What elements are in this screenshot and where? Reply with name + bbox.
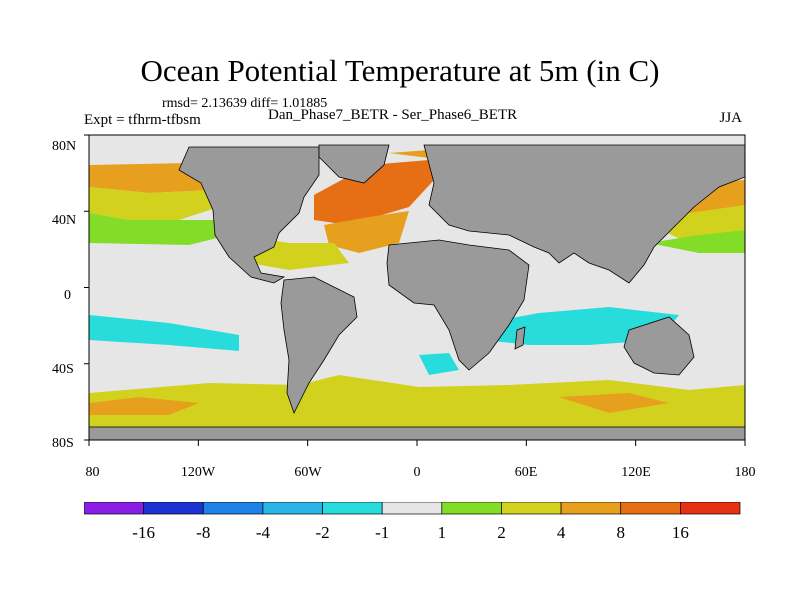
south-atlantic-cold	[419, 353, 459, 375]
south-america-land	[280, 276, 358, 415]
eurasia-land	[423, 144, 745, 284]
north-pacific-band	[89, 187, 219, 220]
lat-tick-label-0: 0	[64, 288, 71, 303]
lat-tick-label-40s: 40S	[52, 362, 74, 377]
experiment-label: Expt = tfhrm-tfbsm	[84, 112, 201, 128]
colorbar-swatch	[620, 502, 681, 515]
lon-tick-label-120w: 120W	[181, 465, 216, 480]
africa-land	[386, 239, 530, 371]
comparison-label: Dan_Phase7_BETR - Ser_Phase6_BETR	[268, 107, 518, 123]
north-pacific-mild-band	[89, 213, 229, 245]
lat-tick-label-80n: 80N	[52, 139, 77, 154]
tropical-pacific-cold	[89, 315, 239, 351]
colorbar-label: 1	[438, 523, 447, 542]
lon-tick-label-180e: 180	[735, 465, 756, 480]
colorbar: -16 -8 -4 -2 -1 1 2 4 8 16	[84, 502, 741, 542]
antarctica-land	[89, 426, 745, 440]
greenland-land	[318, 144, 390, 184]
colorbar-swatch	[202, 502, 264, 515]
colorbar-label: -8	[196, 523, 210, 542]
colorbar-swatch	[680, 502, 741, 515]
northwest-pacific-mild	[649, 230, 745, 253]
north-america-land	[178, 146, 320, 284]
season-label: JJA	[719, 110, 742, 126]
colorbar-label: 16	[672, 523, 689, 542]
lat-tick-label-40n: 40N	[52, 213, 77, 228]
north-atlantic-warm	[314, 160, 434, 225]
southern-ocean-band	[89, 375, 745, 427]
colorbar-label: -4	[256, 523, 271, 542]
colorbar-swatch	[381, 502, 443, 515]
north-atlantic-band	[324, 211, 409, 253]
south-pacific-cold-patch	[89, 365, 179, 385]
colorbar-swatch	[441, 502, 502, 515]
colorbar-swatch	[560, 502, 622, 515]
colorbar-label: -1	[375, 523, 389, 542]
australia-land	[623, 316, 695, 376]
lon-tick-label-60e: 60E	[515, 465, 538, 480]
plot-title: Ocean Potential Temperature at 5m (in C)	[140, 53, 660, 88]
colorbar-label: 2	[497, 523, 506, 542]
colorbar-swatch	[143, 502, 204, 515]
lon-tick-label-180w: 180	[84, 465, 100, 480]
lon-tick-label-60w: 60W	[294, 465, 322, 480]
lat-tick-label-80s: 80S	[52, 436, 74, 451]
colorbar-label: 4	[557, 523, 566, 542]
lon-tick-label-120e: 120E	[621, 465, 651, 480]
axis-tick-marks	[84, 134, 746, 446]
difference-map: 180 120W 60W 0 60E 120E 180	[84, 134, 756, 480]
stats-label: rmsd= 2.13639 diff= 1.01885	[162, 96, 328, 111]
colorbar-label: -2	[315, 523, 329, 542]
colorbar-swatch	[322, 502, 383, 515]
southern-ocean-warm	[89, 397, 199, 415]
colorbar-label: -16	[132, 523, 155, 542]
colorbar-swatch	[501, 502, 562, 515]
madagascar-land	[514, 326, 526, 350]
southern-ocean-warm-east	[559, 393, 669, 413]
lon-tick-label-0: 0	[414, 465, 421, 480]
colorbar-swatch	[84, 502, 144, 515]
colorbar-swatch	[262, 502, 323, 515]
colorbar-label: 8	[616, 523, 625, 542]
